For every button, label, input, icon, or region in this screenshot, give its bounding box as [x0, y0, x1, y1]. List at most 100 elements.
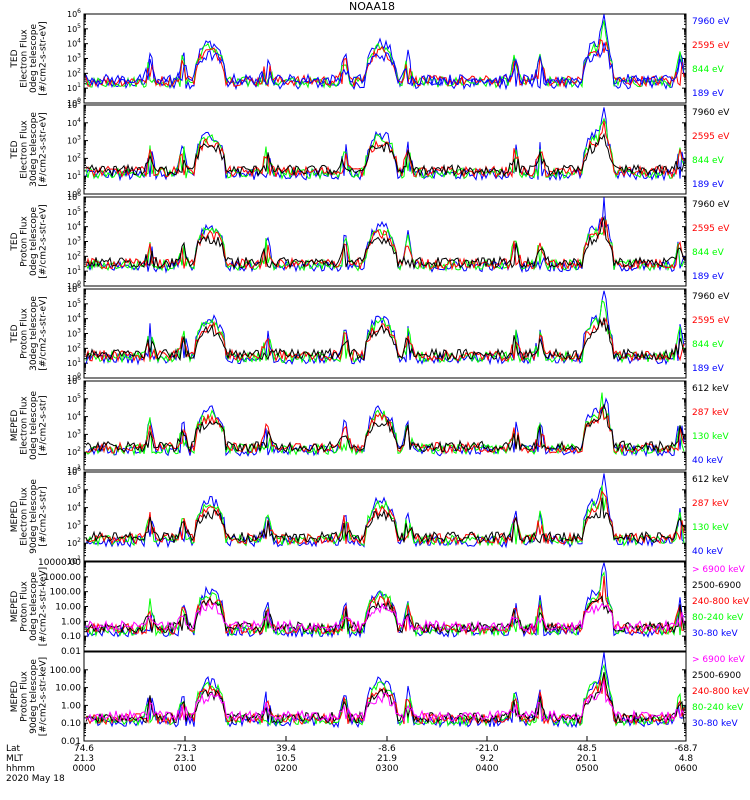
y-tick-label: 106 [67, 283, 81, 294]
legend-3: 844 eV [692, 340, 725, 350]
x-tick-hhmm: 0500 [576, 764, 599, 774]
series-trace [85, 42, 685, 87]
x-tick-hhmm: 0200 [275, 764, 298, 774]
panel-5: 101 102 103 104 105 106 MEPEDElectron Flux0deg… [10, 375, 729, 475]
series-trace [85, 485, 685, 547]
y-tick-label: 104 [67, 38, 81, 49]
legend-3: 240-800 keV [692, 687, 750, 697]
x-row-label: MLT [6, 754, 24, 764]
y-tick-label: 105 [67, 393, 81, 404]
series-trace [85, 403, 685, 454]
y-axis-label: TEDProton Flux30deg telescope[#/cm2-s-st… [10, 296, 49, 371]
y-tick-label: 1000.00 [44, 573, 81, 583]
y-tick-label: 100 [67, 280, 81, 291]
x-tick-lat: -8.6 [378, 744, 396, 754]
legend-2: 287 keV [692, 499, 729, 509]
y-tick-label: 102 [67, 250, 81, 261]
y-tick-label: 10.00 [55, 603, 81, 613]
legend-4: 189 eV [692, 272, 725, 282]
y-tick-label: 106 [67, 375, 81, 386]
y-tick-label: 106 [67, 191, 81, 202]
series-trace [85, 317, 685, 362]
y-tick-label: 102 [67, 446, 81, 457]
y-tick-label: 102 [67, 152, 81, 163]
x-tick-mlt: 21.3 [74, 754, 94, 764]
y-tick-label: 100 [67, 97, 81, 108]
y-tick-label: 102 [67, 537, 81, 548]
y-tick-label: 101 [67, 555, 81, 566]
series-trace [85, 219, 685, 272]
series-trace [85, 132, 685, 178]
legend-4: 189 eV [692, 89, 725, 99]
y-tick-label: 104 [67, 313, 81, 324]
y-axis-label: TEDElectron Flux0deg telescope[#/cm2-s-s… [10, 21, 49, 96]
y-tick-label: 105 [67, 99, 81, 110]
series-trace [85, 397, 685, 458]
legend-4: 40 keV [692, 456, 724, 466]
series-trace [85, 38, 685, 88]
series-trace [85, 680, 685, 723]
series-trace [85, 405, 685, 455]
x-tick-lat: -68.7 [674, 744, 697, 754]
y-tick-label: 103 [67, 53, 81, 64]
y-tick-label: 0.01 [61, 647, 81, 657]
legend-1: 7960 eV [692, 292, 730, 302]
y-tick-label: 106 [67, 466, 81, 477]
y-tick-label: 103 [67, 428, 81, 439]
y-tick-label: 101 [67, 464, 81, 475]
x-tick-lat: -21.0 [475, 744, 499, 754]
x-tick-hhmm: 0400 [476, 764, 499, 774]
panel-4: 100 101 102 103 104 105 106 TEDProton Flux30deg… [10, 283, 730, 383]
legend-1: 612 keV [692, 384, 729, 394]
x-tick-lat: 39.4 [276, 744, 296, 754]
panel-7: 0.01 0.10 1.00 10.00 100.00 1000.00 10000.00ME… [10, 558, 750, 657]
y-tick-label: 105 [67, 23, 81, 34]
x-tick-lat: 74.6 [74, 744, 94, 754]
y-tick-label: 101 [67, 82, 81, 93]
series-trace [85, 290, 685, 366]
x-tick-mlt: 9.2 [480, 754, 494, 764]
y-tick-label: 102 [67, 342, 81, 353]
y-tick-label: 101 [67, 170, 81, 181]
x-tick-lat: 48.5 [577, 744, 597, 754]
y-tick-label: 104 [67, 411, 81, 422]
y-tick-label: 0.10 [61, 719, 81, 729]
y-tick-label: 101 [67, 357, 81, 368]
y-tick-label: 10.00 [55, 684, 81, 694]
y-tick-label: 106 [67, 8, 81, 19]
y-tick-label: 103 [67, 236, 81, 247]
y-axis-label: MEPEDProton Flux0deg telescope[#/cm2-s-s… [10, 567, 49, 646]
x-tick-mlt: 20.1 [577, 754, 597, 764]
legend-4: 189 eV [692, 364, 725, 374]
x-tick-mlt: 23.1 [175, 754, 195, 764]
series-trace [85, 602, 685, 634]
y-axis-label: MEPEDElectron Flux0deg telescope[#/cm2-s… [10, 391, 49, 461]
legend-5: 30-80 keV [692, 629, 738, 639]
legend-4: 189 eV [692, 180, 725, 190]
legend-2: 2500-6900 [692, 671, 741, 681]
y-tick-label: 100.00 [50, 588, 82, 598]
x-tick-mlt: 10.5 [276, 754, 296, 764]
y-tick-label: 104 [67, 221, 81, 232]
y-tick-label: 0.01 [61, 737, 81, 747]
legend-2: 2500-6900 [692, 581, 741, 591]
y-axis-label: MEPEDProton Flux90deg telescope[#/cm2-s-… [10, 657, 49, 736]
y-tick-label: 104 [67, 117, 81, 128]
y-tick-label: 100 [67, 188, 81, 199]
chart-title: NOAA18 [349, 0, 395, 13]
panel-6: 101 102 103 104 105 106 MEPEDElectron Flux90de… [10, 466, 729, 566]
legend-2: 2595 eV [692, 224, 730, 234]
series-trace [85, 672, 685, 725]
legend-1: 7960 eV [692, 17, 730, 27]
series-trace [85, 317, 685, 363]
legend-2: 287 keV [692, 408, 729, 418]
panel-1: 100 101 102 103 104 105 106 TEDElectron Flux0de… [10, 8, 730, 108]
legend-3: 130 keV [692, 432, 729, 442]
legend-2: 2595 eV [692, 316, 730, 326]
series-trace [85, 215, 685, 270]
y-axis-label: TEDProton Flux0deg telescope[#/cm2-s-str… [10, 204, 49, 279]
series-trace [85, 663, 685, 727]
legend-1: > 6900 keV [692, 655, 746, 665]
